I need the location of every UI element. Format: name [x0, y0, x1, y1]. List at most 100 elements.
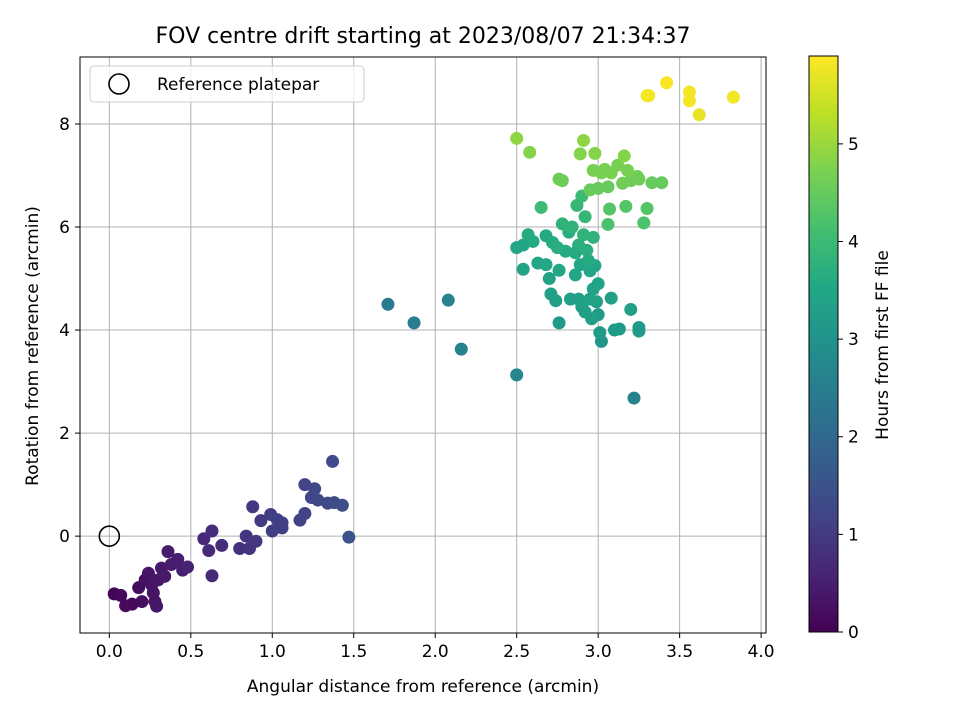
data-point	[114, 588, 128, 602]
data-point	[254, 514, 268, 528]
data-point	[516, 238, 530, 252]
x-tick-label: 1.5	[340, 642, 367, 662]
data-point	[542, 272, 556, 286]
x-tick-label: 0.0	[96, 642, 123, 662]
data-point	[620, 163, 634, 177]
colorbar-tick-label: 2	[848, 428, 859, 448]
data-point	[246, 500, 260, 514]
scatter-points	[107, 76, 740, 613]
data-point	[454, 342, 468, 356]
data-point	[335, 498, 349, 512]
data-point	[619, 199, 633, 213]
data-point	[552, 263, 566, 277]
y-axis-ticks: 0 2 4 6 8	[59, 115, 80, 547]
data-point	[141, 566, 155, 580]
y-tick-label: 4	[59, 321, 70, 341]
data-point	[603, 202, 617, 216]
data-point	[135, 595, 149, 609]
x-tick-label: 3.5	[666, 642, 693, 662]
legend-reference-marker	[108, 73, 130, 95]
data-point	[593, 326, 607, 340]
data-point	[407, 316, 421, 330]
data-point	[611, 158, 625, 172]
data-point	[539, 258, 553, 272]
data-point	[692, 108, 706, 122]
data-point	[181, 560, 195, 574]
data-point	[342, 530, 356, 544]
data-point	[660, 76, 674, 90]
plot-area-frame	[79, 56, 767, 634]
data-point	[550, 241, 564, 255]
data-point	[197, 532, 211, 546]
data-point	[632, 172, 646, 186]
x-tick-label: 1.0	[259, 642, 286, 662]
data-point	[591, 181, 605, 195]
data-point	[205, 569, 219, 583]
data-point	[580, 243, 594, 257]
data-point	[326, 454, 340, 468]
data-point	[239, 529, 253, 543]
y-axis-label: Rotation from reference (arcmin)	[23, 206, 43, 486]
data-point	[612, 322, 626, 336]
data-point	[624, 302, 638, 316]
data-point	[581, 254, 595, 268]
data-point	[642, 89, 656, 103]
data-point	[298, 478, 312, 492]
data-point	[617, 149, 631, 163]
data-point	[568, 268, 582, 282]
legend-entry-reference: Reference platepar	[157, 75, 319, 95]
data-point	[555, 174, 569, 188]
data-point	[586, 230, 600, 244]
data-point	[645, 176, 659, 190]
legend-box	[89, 65, 365, 103]
y-tick-label: 6	[59, 218, 70, 238]
data-point	[578, 210, 592, 224]
data-point	[565, 220, 579, 234]
colorbar-label: Hours from first FF file	[873, 250, 893, 440]
data-point	[265, 524, 279, 538]
data-point	[311, 493, 325, 507]
data-point	[601, 180, 615, 194]
data-point	[591, 277, 605, 291]
data-point	[516, 262, 530, 276]
data-point	[549, 294, 563, 308]
colorbar-tick-label: 0	[848, 623, 859, 643]
data-point	[573, 147, 587, 161]
y-tick-label: 8	[59, 115, 70, 135]
y-tick-label: 0	[59, 527, 70, 547]
colorbar: 0 1 2 3 4 5 Hours from first FF file	[808, 55, 893, 643]
x-axis-ticks: 0.0 0.5 1.0 1.5 2.0 2.5 3.0 3.5 4.0	[96, 633, 775, 662]
data-point	[604, 291, 618, 305]
x-tick-label: 2.0	[422, 642, 449, 662]
data-point	[637, 216, 651, 230]
data-point	[632, 320, 646, 334]
data-point	[523, 145, 537, 159]
data-point	[655, 176, 669, 190]
data-point	[552, 316, 566, 330]
colorbar-gradient	[808, 55, 839, 633]
x-tick-label: 3.0	[585, 642, 612, 662]
data-point	[308, 482, 322, 496]
data-point	[161, 545, 175, 559]
x-tick-label: 0.5	[177, 642, 204, 662]
data-point	[171, 552, 185, 566]
chart-title: FOV centre drift starting at 2023/08/07 …	[156, 24, 691, 49]
data-point	[577, 228, 591, 242]
data-point	[526, 234, 540, 248]
colorbar-tick-label: 3	[848, 330, 859, 350]
data-point	[202, 544, 216, 558]
data-point	[588, 146, 602, 160]
colorbar-tick-label: 1	[848, 525, 859, 545]
reference-platepar-point	[98, 525, 121, 547]
data-point	[441, 293, 455, 307]
grid-lines	[80, 57, 766, 633]
data-point	[640, 201, 654, 215]
data-point	[601, 217, 615, 231]
legend: Reference platepar	[89, 65, 365, 103]
data-point	[298, 506, 312, 520]
data-point	[275, 521, 289, 535]
data-point	[125, 597, 139, 611]
colorbar-ticks: 0 1 2 3 4 5	[838, 135, 859, 643]
x-axis-label: Angular distance from reference (arcmin)	[247, 677, 599, 697]
x-tick-label: 4.0	[748, 642, 775, 662]
